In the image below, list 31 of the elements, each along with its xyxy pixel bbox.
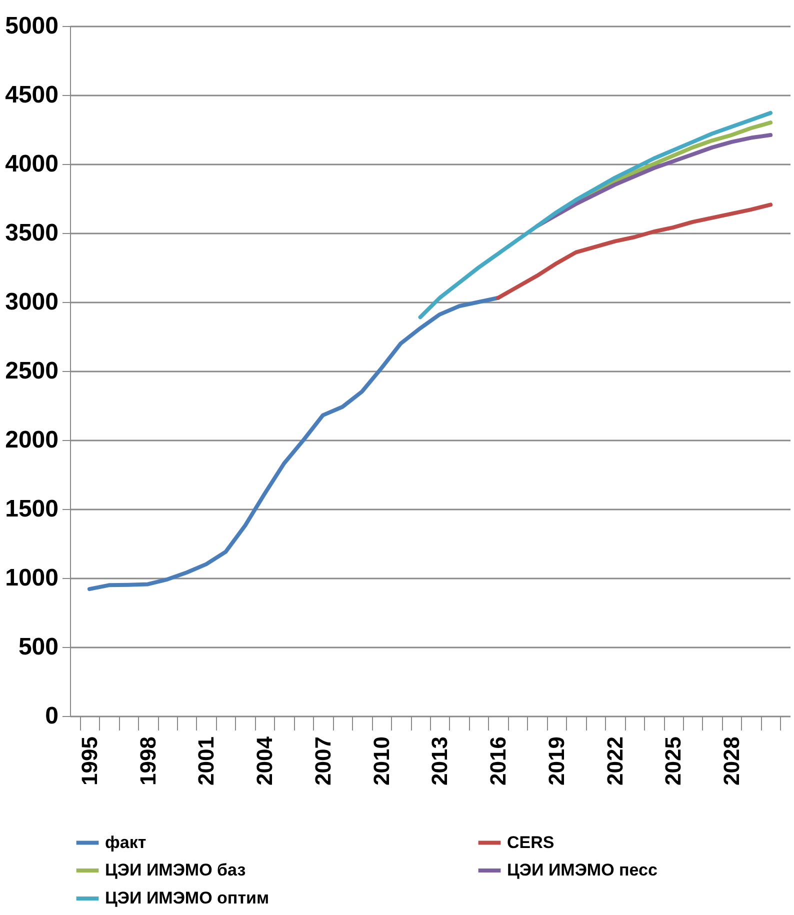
x-tick-label: 2016 bbox=[486, 736, 511, 786]
x-tick-label: 2028 bbox=[719, 736, 744, 786]
y-tick-label: 3000 bbox=[5, 288, 58, 316]
x-tick-label: 2004 bbox=[252, 736, 278, 786]
legend-label: ЦЭИ ИМЭМО оптим bbox=[105, 888, 270, 908]
x-tick-label: 2010 bbox=[368, 736, 394, 786]
x-tick-label: 2007 bbox=[310, 736, 336, 786]
line-series bbox=[87, 296, 500, 592]
legend-label: CERS bbox=[507, 832, 554, 852]
x-tick-label: 1998 bbox=[135, 736, 160, 786]
x-tick-label: 2025 bbox=[660, 736, 686, 786]
y-tick-label: 500 bbox=[18, 634, 58, 660]
x-tick-label: 1995 bbox=[76, 736, 102, 786]
legend-label: ЦЭИ ИМЭМО баз bbox=[105, 860, 246, 880]
x-tick-label: 2013 bbox=[427, 736, 452, 786]
y-tick-label: 1000 bbox=[5, 564, 58, 592]
legend-label: факт bbox=[105, 832, 146, 852]
x-tick-label: 2022 bbox=[602, 736, 628, 786]
line-series bbox=[496, 202, 773, 300]
y-tick-label: 1500 bbox=[5, 496, 58, 522]
x-tick-label: 2019 bbox=[544, 736, 569, 786]
y-tick-label: 4000 bbox=[5, 150, 58, 178]
legend-label: ЦЭИ ИМЭМО песс bbox=[507, 860, 658, 880]
y-tick-label: 3500 bbox=[5, 220, 58, 246]
x-tick-label: 2001 bbox=[194, 736, 219, 786]
y-tick-label: 2000 bbox=[5, 426, 58, 454]
y-tick-label: 4500 bbox=[5, 82, 58, 108]
line-series bbox=[418, 110, 773, 320]
y-tick-label: 0 bbox=[45, 702, 58, 730]
y-tick-label: 5000 bbox=[5, 12, 58, 40]
y-tick-label: 2500 bbox=[5, 358, 58, 384]
